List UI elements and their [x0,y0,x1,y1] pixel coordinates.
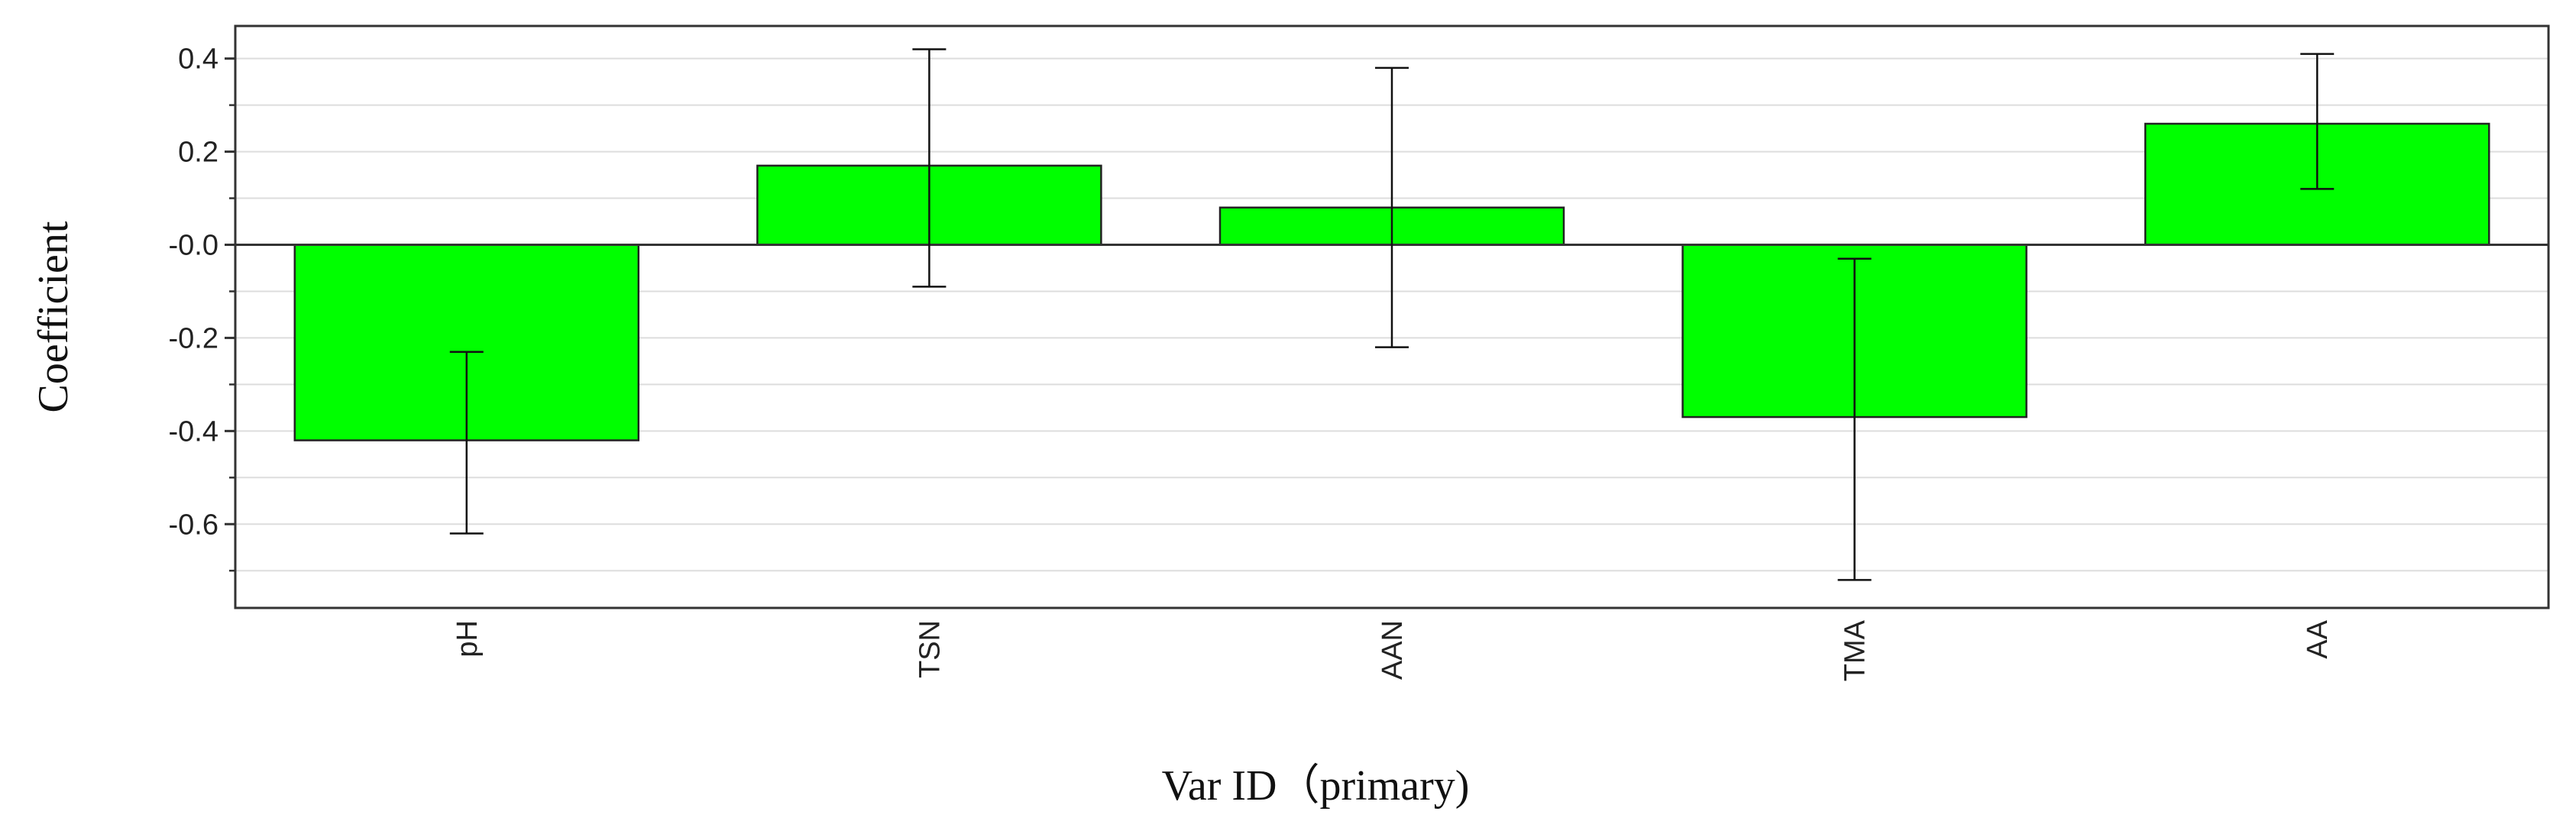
plot-frame [234,24,2550,609]
y-axis-title: Coefficient [30,221,77,412]
error-bar-tma [1837,257,1872,581]
y-tick-label: -0.0 [169,230,218,262]
x-axis-ticks: pH TSN AAN TMA AA [451,619,2334,681]
error-bars [449,48,2335,581]
error-bar-aan [1375,66,1409,348]
x-axis-title: Var ID（primary) [1162,762,1470,810]
error-bar-ph [449,351,484,535]
x-tick-label: TMA [1840,619,1872,681]
error-bar-aa [2300,53,2335,190]
y-tick-label: -0.2 [169,322,218,354]
y-axis-ticks: 0.4 0.2 -0.0 -0.2 -0.4 -0.6 [169,44,235,572]
y-tick-label: 0.4 [178,44,218,76]
y-tick-label: -0.6 [169,509,218,541]
x-tick-label: pH [451,620,484,658]
x-tick-label: AAN [1377,620,1409,680]
y-tick-label: 0.2 [178,137,218,169]
x-tick-label: AA [2302,619,2334,658]
y-tick-label: -0.4 [169,415,218,448]
error-bar-tsn [912,48,947,288]
x-tick-label: TSN [914,620,946,678]
